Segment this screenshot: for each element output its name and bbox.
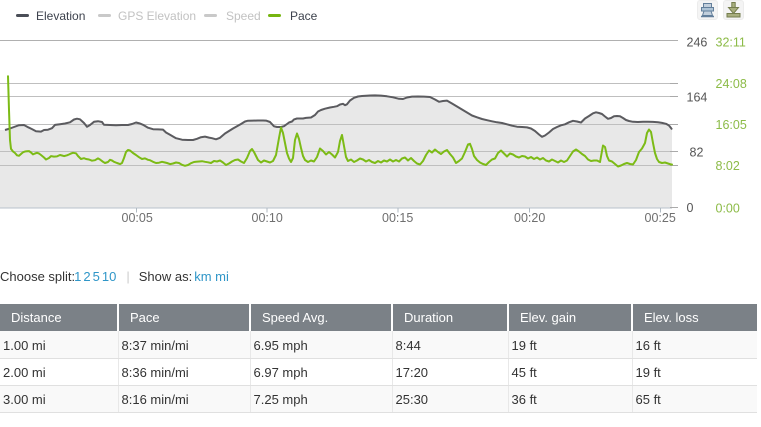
svg-text:00:05: 00:05	[122, 211, 153, 225]
svg-text:0:00: 0:00	[716, 202, 740, 216]
svg-text:00:20: 00:20	[514, 211, 545, 225]
svg-text:32:11: 32:11	[716, 36, 746, 50]
svg-text:246: 246	[687, 36, 708, 50]
svg-text:00:10: 00:10	[252, 211, 283, 225]
svg-text:16:05: 16:05	[716, 118, 747, 132]
svg-text:8:02: 8:02	[716, 159, 740, 173]
svg-text:82: 82	[690, 146, 704, 160]
svg-text:24:08: 24:08	[716, 77, 747, 91]
svg-text:164: 164	[687, 91, 708, 105]
svg-text:00:25: 00:25	[645, 211, 676, 225]
svg-text:00:15: 00:15	[382, 211, 413, 225]
svg-text:0: 0	[687, 201, 694, 215]
